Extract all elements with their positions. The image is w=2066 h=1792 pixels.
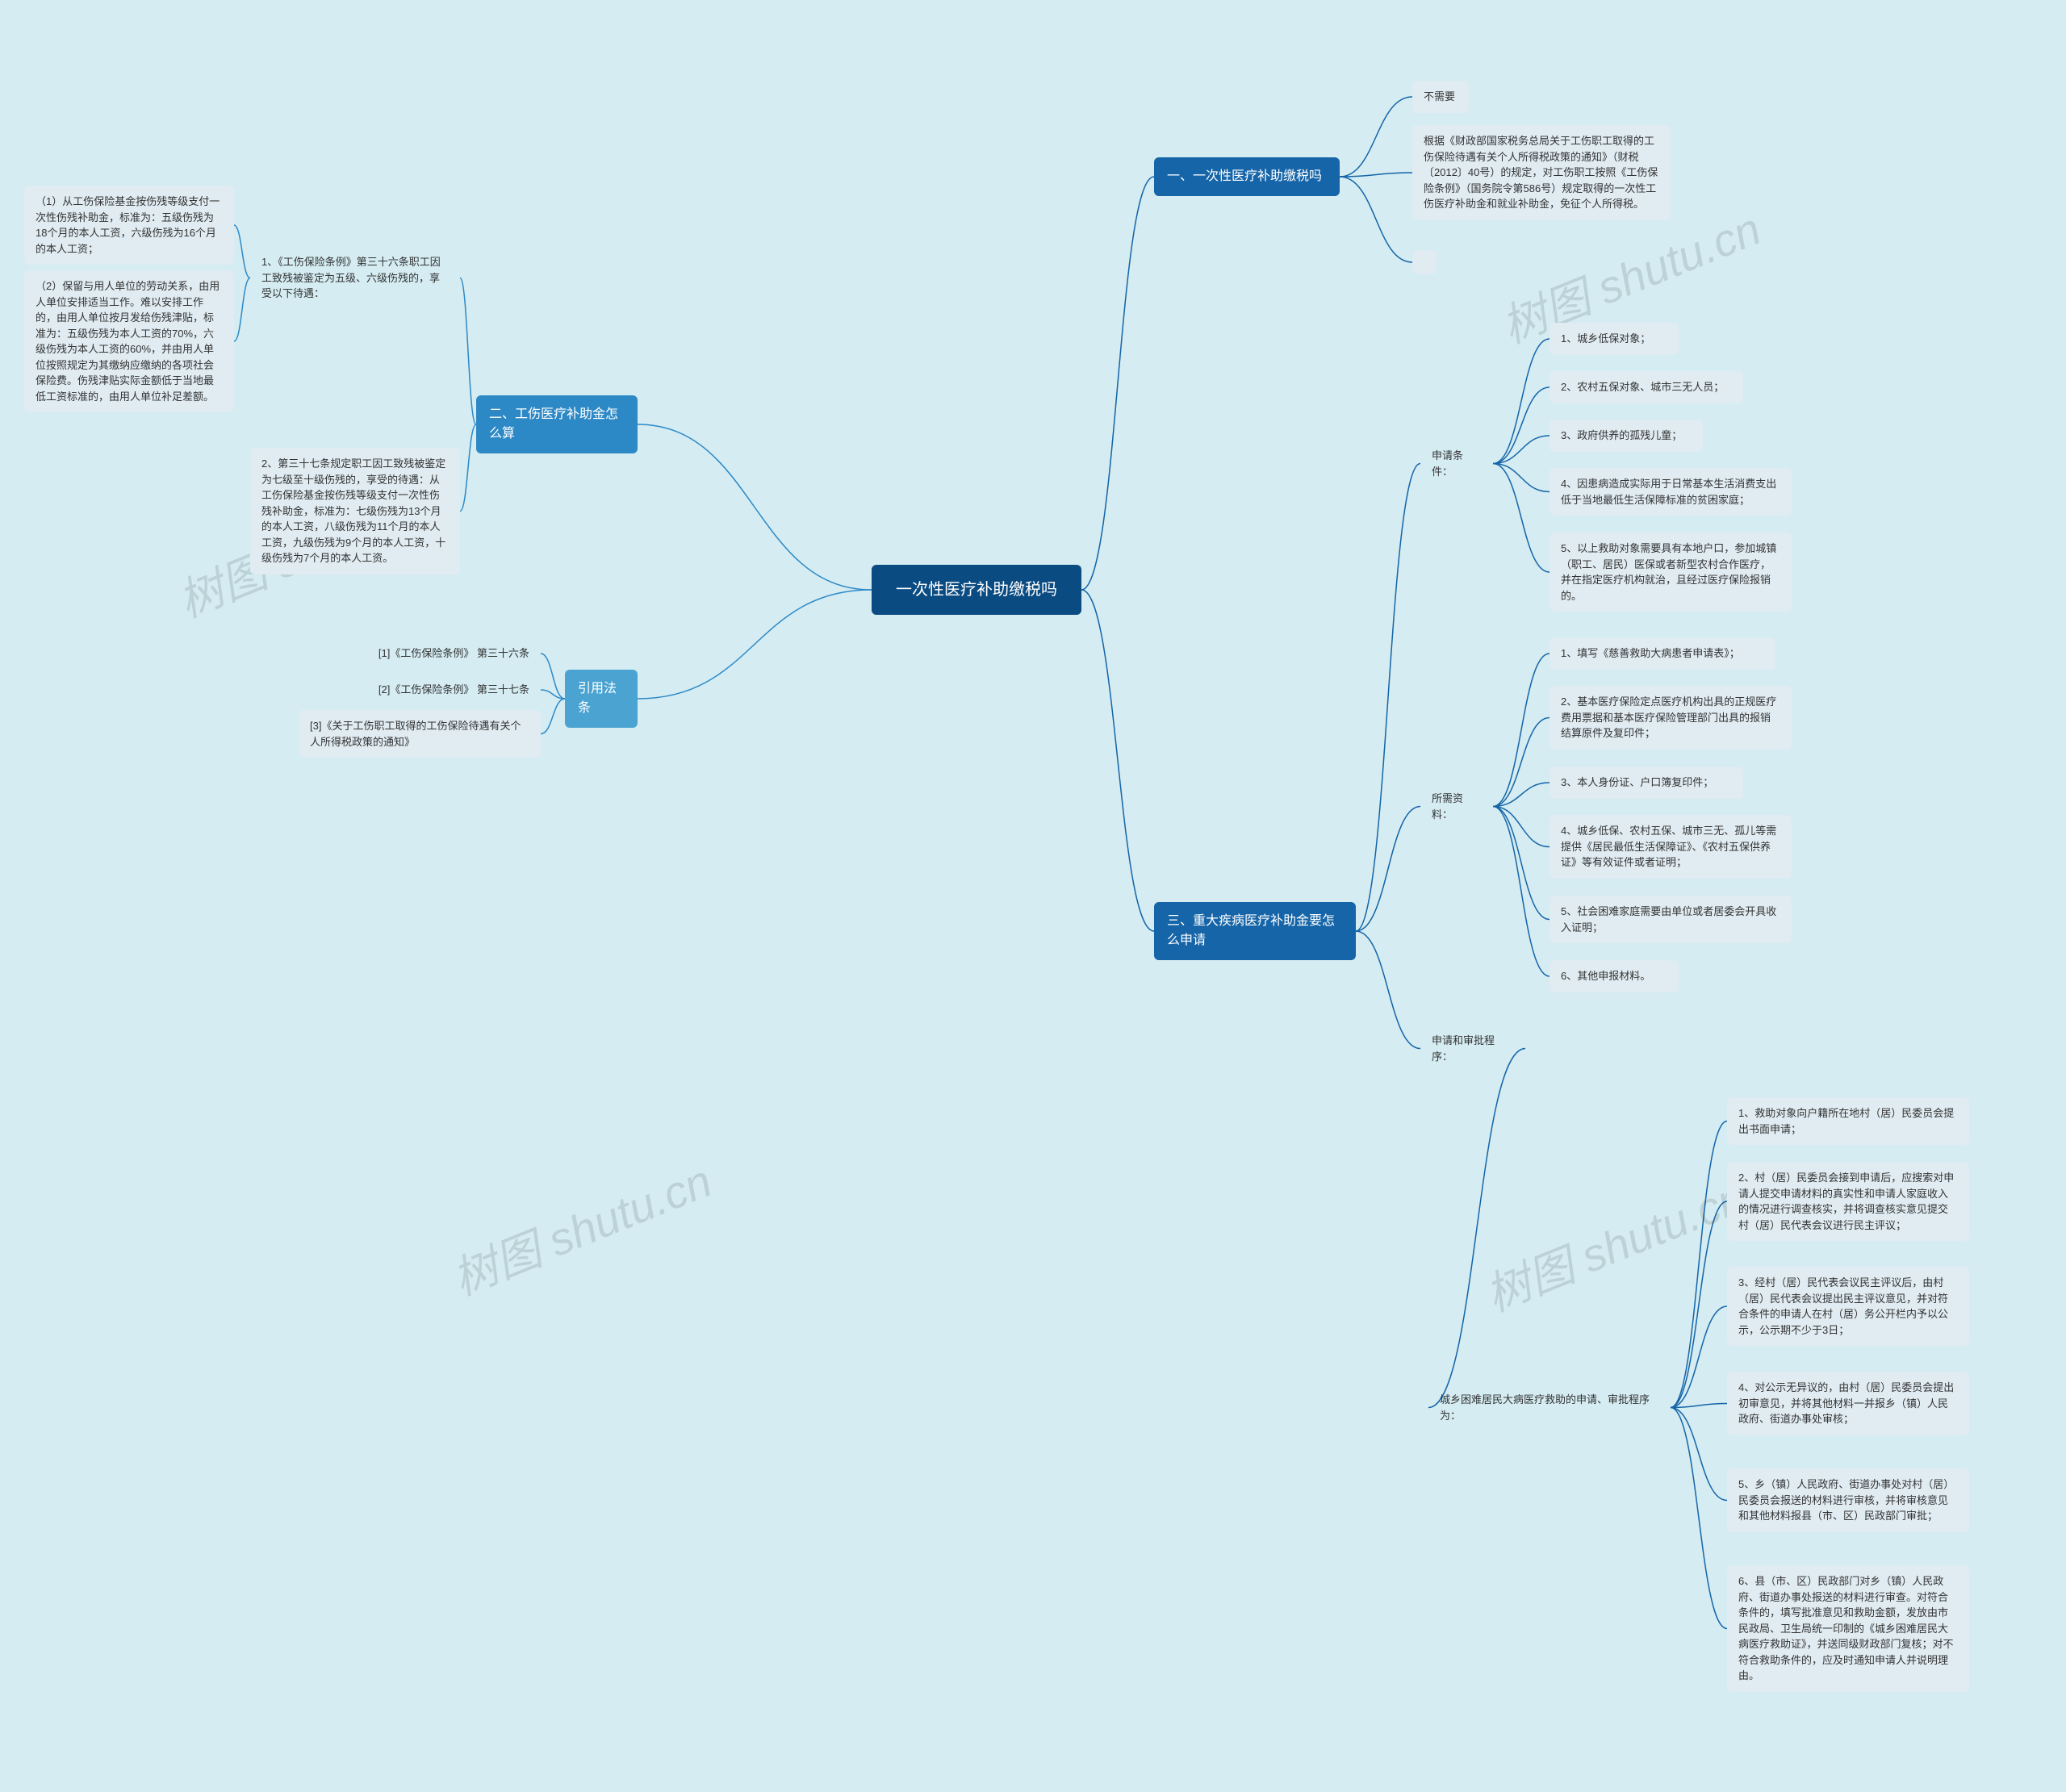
b4-item-2[interactable]: [2]《工伤保险条例》 第三十七条: [347, 674, 541, 706]
mindmap-canvas: 树图 shutu.cn 树图 shutu.cn 树图 shutu.cn 树图 s…: [0, 0, 2066, 1792]
b3-proc-3[interactable]: 3、经村（居）民代表会议民主评议后，由村（居）民代表会议提出民主评议意见，并对符…: [1727, 1267, 1969, 1346]
branch-3[interactable]: 三、重大疾病医疗补助金要怎么申请: [1154, 902, 1356, 960]
b3-proc-5[interactable]: 5、乡（镇）人民政府、街道办事处对村（居）民委员会报送的材料进行审核，并将审核意…: [1727, 1468, 1969, 1532]
b3-mat-2[interactable]: 2、基本医疗保险定点医疗机构出具的正规医疗费用票据和基本医疗保险管理部门出具的报…: [1550, 686, 1792, 750]
branch-1[interactable]: 一、一次性医疗补助缴税吗: [1154, 157, 1340, 196]
b3-proc-6[interactable]: 6、县（市、区）民政部门对乡（镇）人民政府、街道办事处报送的材料进行审查。对符合…: [1727, 1565, 1969, 1692]
b2-item-1a[interactable]: （1）从工伤保险基金按伤残等级支付一次性伤残补助金，标准为：五级伤残为18个月的…: [24, 186, 234, 265]
watermark: 树图 shutu.cn: [1474, 1161, 1753, 1324]
b3-mat-3[interactable]: 3、本人身份证、户口簿复印件；: [1550, 767, 1743, 799]
b1-item-3[interactable]: [1412, 250, 1437, 274]
b3-proc-sub[interactable]: 城乡困难居民大病医疗救助的申请、审批程序为：: [1428, 1384, 1671, 1431]
b3-proc-4[interactable]: 4、对公示无异议的，由村（居）民委员会提出初审意见，并将其他材料一并报乡（镇）人…: [1727, 1372, 1969, 1435]
b2-item-1b[interactable]: （2）保留与用人单位的劳动关系，由用人单位安排适当工作。难以安排工作的，由用人单…: [24, 270, 234, 412]
b4-item-1[interactable]: [1]《工伤保险条例》 第三十六条: [347, 637, 541, 670]
b3-cond-label[interactable]: 申请条件：: [1420, 440, 1493, 487]
b3-cond-4[interactable]: 4、因患病造成实际用于日常基本生活消费支出低于当地最低生活保障标准的贫困家庭；: [1550, 468, 1792, 516]
b3-cond-1[interactable]: 1、城乡低保对象；: [1550, 323, 1679, 355]
b3-mat-1[interactable]: 1、填写《慈善救助大病患者申请表》；: [1550, 637, 1775, 670]
b4-item-3[interactable]: [3]《关于工伤职工取得的工伤保险待遇有关个人所得税政策的通知》: [299, 710, 541, 758]
b1-item-1[interactable]: 不需要: [1412, 81, 1469, 113]
b3-mat-label[interactable]: 所需资料：: [1420, 783, 1493, 830]
b3-cond-5[interactable]: 5、以上救助对象需要具有本地户口，参加城镇（职工、居民）医保或者新型农村合作医疗…: [1550, 533, 1792, 612]
b3-proc-label[interactable]: 申请和审批程序：: [1420, 1025, 1525, 1072]
b3-mat-5[interactable]: 5、社会困难家庭需要由单位或者居委会开具收入证明；: [1550, 896, 1792, 943]
b3-mat-6[interactable]: 6、其他申报材料。: [1550, 960, 1679, 992]
b3-proc-2[interactable]: 2、村（居）民委员会接到申请后，应搜索对申请人提交申请材料的真实性和申请人家庭收…: [1727, 1162, 1969, 1241]
b3-proc-1[interactable]: 1、救助对象向户籍所在地村（居）民委员会提出书面申请；: [1727, 1097, 1969, 1145]
branch-2[interactable]: 二、工伤医疗补助金怎么算: [476, 395, 638, 453]
b2-item-1[interactable]: 1、《工伤保险条例》第三十六条职工因工致残被鉴定为五级、六级伤残的，享受以下待遇…: [250, 246, 460, 310]
b3-mat-4[interactable]: 4、城乡低保、农村五保、城市三无、孤儿等需提供《居民最低生活保障证》、《农村五保…: [1550, 815, 1792, 879]
b1-item-2[interactable]: 根据《财政部国家税务总局关于工伤职工取得的工伤保险待遇有关个人所得税政策的通知》…: [1412, 125, 1671, 220]
branch-4[interactable]: 引用法条: [565, 670, 638, 728]
watermark: 树图 shutu.cn: [441, 1145, 720, 1308]
b2-item-2[interactable]: 2、第三十七条规定职工因工致残被鉴定为七级至十级伤残的，享受的待遇：从工伤保险基…: [250, 448, 460, 574]
root-node[interactable]: 一次性医疗补助缴税吗: [872, 565, 1081, 615]
b3-cond-3[interactable]: 3、政府供养的孤残儿童；: [1550, 420, 1703, 452]
b3-cond-2[interactable]: 2、农村五保对象、城市三无人员；: [1550, 371, 1743, 403]
